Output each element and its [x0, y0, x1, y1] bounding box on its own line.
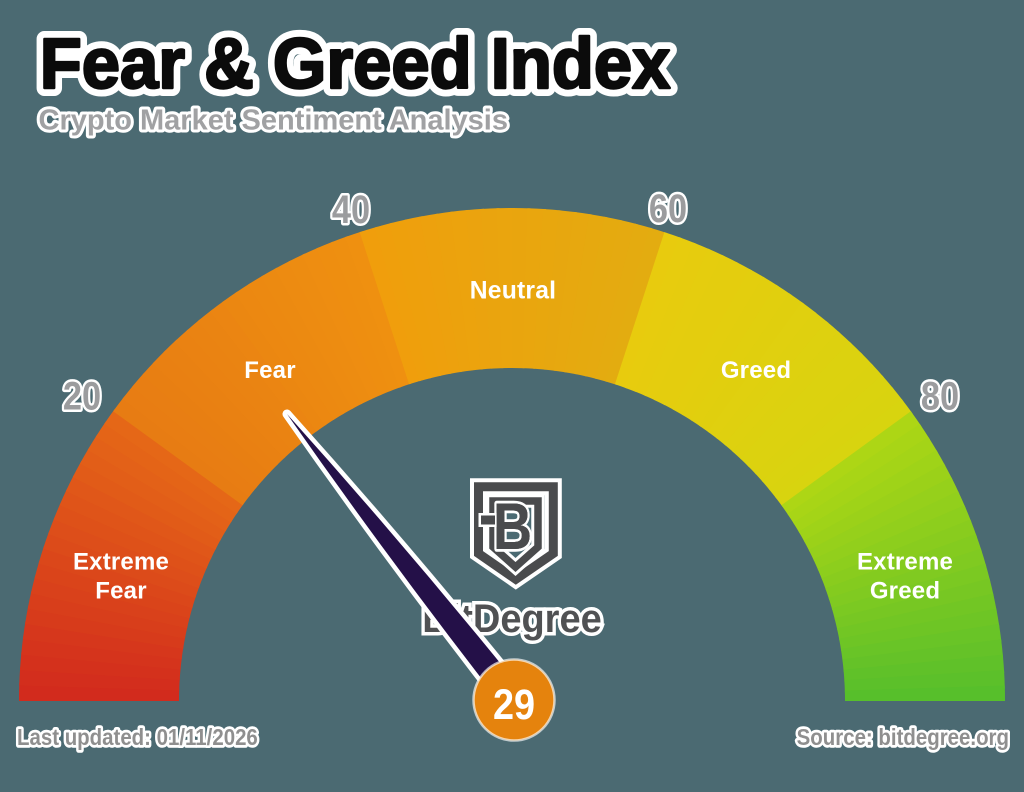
svg-text:Fear & Greed Index: Fear & Greed Index	[40, 24, 671, 103]
svg-text:20: 20	[63, 373, 101, 418]
svg-text:Fear: Fear	[95, 578, 147, 605]
svg-text:Last updated: 01/11/2026: Last updated: 01/11/2026	[17, 724, 258, 751]
svg-text:Source: bitdegree.org: Source: bitdegree.org	[797, 724, 1009, 751]
svg-text:Extreme: Extreme	[857, 549, 953, 576]
svg-text:29: 29	[493, 681, 535, 729]
svg-text:80: 80	[921, 373, 959, 418]
svg-text:60: 60	[649, 186, 687, 231]
svg-text:Fear & Greed Index: Fear & Greed Index	[40, 24, 671, 103]
svg-text:Greed: Greed	[721, 357, 791, 384]
svg-text:B: B	[493, 489, 532, 563]
svg-text:B: B	[493, 489, 532, 563]
svg-text:Neutral: Neutral	[470, 278, 556, 305]
svg-text:Extreme: Extreme	[73, 549, 169, 576]
svg-text:Greed: Greed	[870, 578, 940, 605]
svg-text:Crypto Market Sentiment Analys: Crypto Market Sentiment Analysis	[39, 105, 509, 137]
svg-text:Fear: Fear	[244, 357, 296, 384]
svg-text:40: 40	[332, 187, 370, 232]
